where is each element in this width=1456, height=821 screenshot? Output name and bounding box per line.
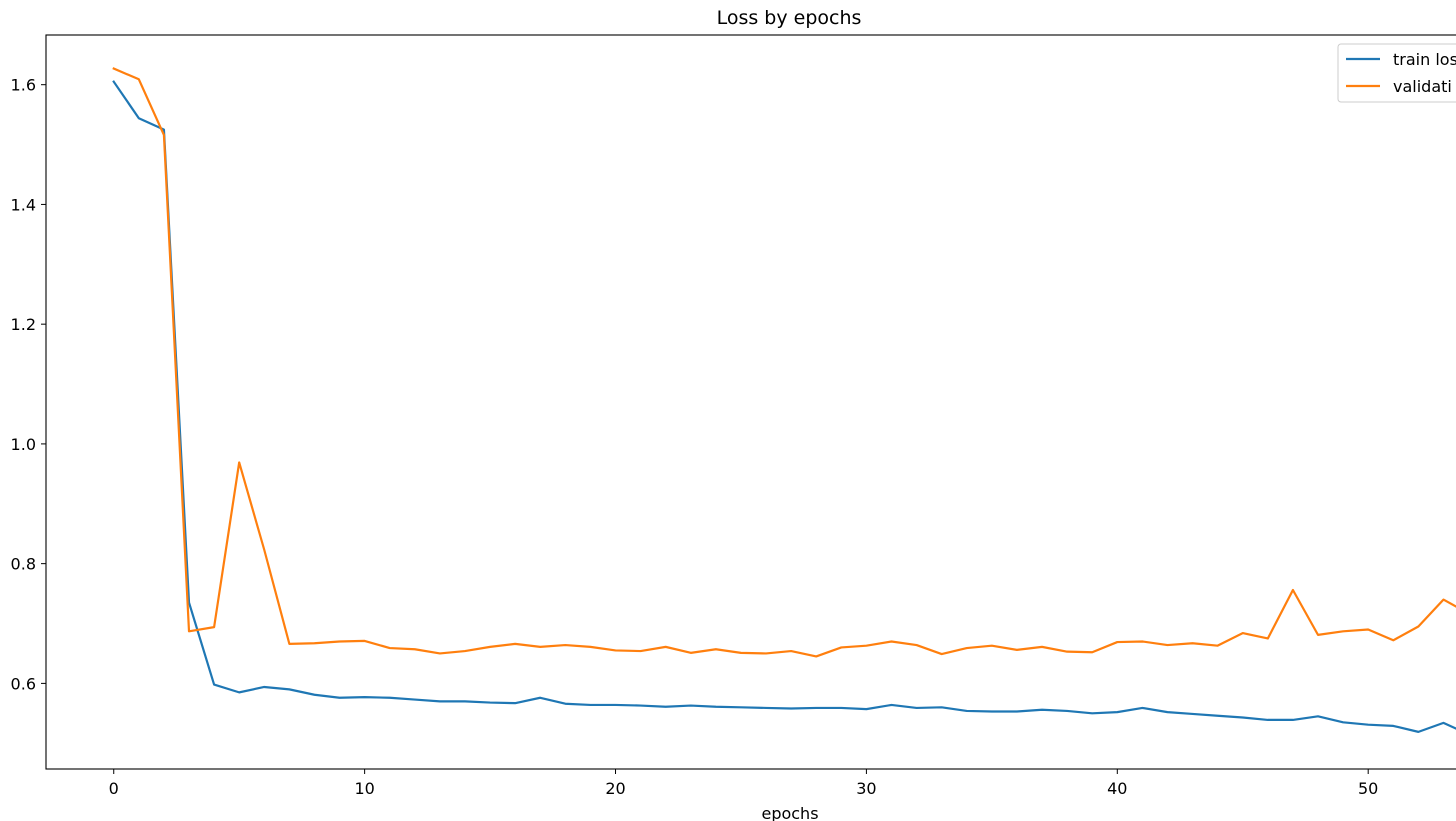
y-tick-label: 1.6 (11, 76, 36, 95)
y-tick-label: 0.6 (11, 674, 36, 693)
legend-label: validati (1393, 77, 1452, 96)
chart-title: Loss by epochs (717, 7, 862, 29)
legend-label: train los (1393, 50, 1456, 69)
y-tick-label: 1.4 (11, 195, 36, 214)
series-line-validation (112, 67, 1456, 658)
y-tick-label: 1.2 (11, 315, 36, 334)
x-axis-label: epochs (761, 804, 818, 821)
x-tick-label: 50 (1358, 779, 1378, 798)
plot-area-frame (45, 34, 1456, 770)
x-tick-label: 0 (109, 779, 119, 798)
y-tick-label: 0.8 (11, 555, 36, 574)
x-tick-label: 10 (354, 779, 374, 798)
x-tick-label: 20 (605, 779, 625, 798)
x-tick-label: 30 (856, 779, 876, 798)
x-axis: 0 10 20 30 40 50 (109, 769, 1378, 798)
x-tick-label: 40 (1107, 779, 1127, 798)
y-axis: 0.6 0.8 1.0 1.2 1.4 1.6 (11, 76, 46, 693)
legend: train los validati (1337, 43, 1456, 103)
series-line-train (112, 80, 1456, 733)
y-tick-label: 1.0 (11, 435, 36, 454)
series-layer (112, 67, 1456, 733)
